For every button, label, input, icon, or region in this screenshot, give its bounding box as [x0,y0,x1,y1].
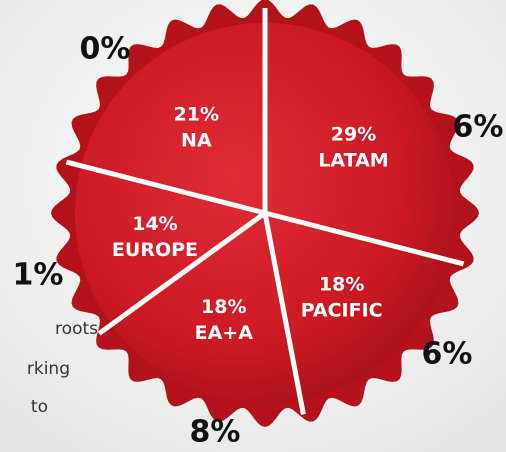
slice-category-label: EUROPE [112,239,198,261]
chart: roots rking to 29% LATAM 18% PACIFIC 18% EA+A… [0,0,506,452]
outer-label: 1% [13,258,64,293]
slice-value-label: 18% [201,296,246,318]
background-text: roots [55,319,98,339]
slice-value-label: 29% [331,123,376,145]
slice-value-label: 21% [174,104,219,126]
slice-category-label: EA+A [195,322,254,344]
slice-value-label: 14% [132,213,177,235]
slice-value-label: 18% [319,274,364,296]
slice-category-label: NA [181,130,212,152]
outer-label: 6% [453,110,504,145]
outer-label: 0% [80,32,131,67]
background-text: rking [27,359,70,379]
slice-category-label: PACIFIC [301,300,383,322]
outer-label: 6% [422,337,473,372]
slice-category-label: LATAM [318,149,388,171]
background-text: to [31,397,48,417]
outer-label: 8% [190,415,241,450]
